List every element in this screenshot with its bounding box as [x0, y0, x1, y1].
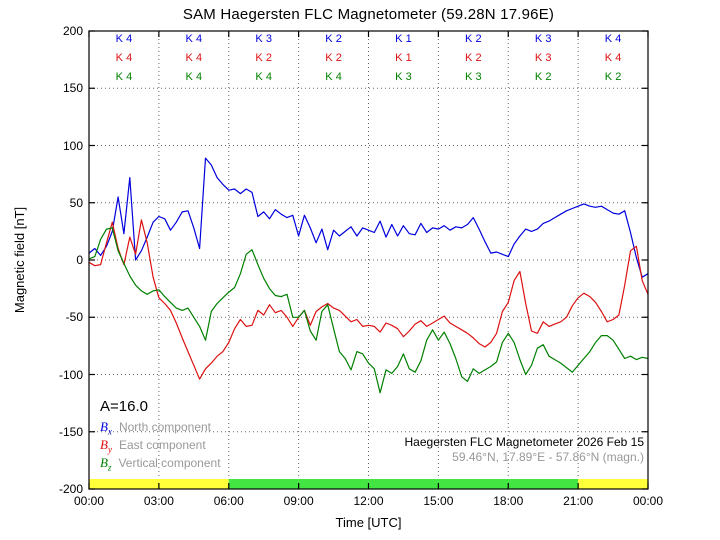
k-index-cell: K 4	[185, 33, 203, 45]
y-axis-label: Magnetic field [nT]	[12, 206, 27, 314]
legend-label-bx: North component	[118, 420, 212, 434]
k-index-cell: K 4	[255, 71, 272, 83]
chart-title: SAM Haegersten FLC Magnetometer (59.28N …	[182, 6, 555, 23]
k-index-cell: K 2	[534, 71, 552, 83]
legend: Bx North component By East component Bz Ver…	[100, 419, 221, 473]
y-tick-label: 0	[76, 253, 83, 267]
legend-item-bx: Bx North component	[100, 419, 221, 437]
k-index-cell: K 3	[395, 71, 412, 83]
y-tick-label: 50	[69, 195, 83, 210]
k-index-cell: K 3	[534, 52, 552, 64]
activity-bar-segment	[578, 479, 648, 489]
x-tick-label: 21:00	[563, 494, 594, 508]
x-tick-label: 03:00	[143, 494, 174, 508]
k-index-cell: K 3	[255, 33, 272, 45]
x-tick-label: 12:00	[353, 494, 384, 508]
k-index-cell: K 4	[185, 52, 203, 64]
k-index-cell: K 4	[115, 33, 133, 45]
a-index-value: A=16.0	[100, 398, 148, 415]
x-tick-label: 06:00	[213, 494, 244, 508]
k-index-cell: K 4	[115, 52, 133, 64]
k-index-cell: K 2	[325, 52, 342, 64]
bx-trace	[88, 157, 649, 278]
y-tick-label: 150	[62, 81, 83, 96]
k-index-cell: K 4	[325, 71, 342, 83]
k-index-cell: K 4	[604, 52, 622, 64]
bz-symbol: Bz	[100, 455, 112, 473]
k-index-cell: K 2	[604, 71, 622, 83]
station-info: Haegersten FLC Magnetometer 2026 Feb 15 …	[405, 435, 644, 465]
k-index-cell: K 4	[115, 71, 133, 83]
x-axis-label: Time [UTC]	[335, 515, 402, 530]
y-tick-label: -100	[58, 367, 83, 382]
x-tick-label: 09:00	[283, 494, 314, 508]
x-tick-label: 00:00	[73, 494, 105, 508]
legend-label-by: East component	[118, 438, 206, 452]
by-symbol: By	[100, 437, 112, 455]
y-tick-label: 200	[62, 24, 83, 38]
station-title: Haegersten FLC Magnetometer 2026 Feb 15	[404, 435, 644, 449]
y-tick-label: -200	[58, 482, 83, 496]
legend-label-bz: Vertical component	[118, 456, 221, 470]
k-index-cell: K 2	[465, 52, 482, 64]
y-tick-label: -150	[58, 424, 83, 439]
y-tick-label: -50	[65, 310, 83, 325]
k-index-cell: K 4	[185, 71, 203, 83]
x-tick-label: 15:00	[423, 494, 454, 508]
k-index-cell: K 2	[325, 33, 342, 45]
y-tick-label: 100	[62, 138, 83, 153]
x-tick-label: 18:00	[493, 494, 524, 508]
x-tick-label: 00:00	[632, 494, 664, 508]
k-index-cell: K 4	[604, 33, 622, 45]
k-index-cell: K 2	[465, 33, 482, 45]
k-index-cell: K 1	[395, 33, 412, 45]
bz-trace	[88, 227, 649, 394]
station-coordinates: 59.46°N, 17.89°E - 57.86°N (magn.)	[452, 450, 644, 464]
bx-symbol: Bx	[100, 419, 112, 437]
k-index-cell: K 3	[534, 33, 552, 45]
activity-bar-segment	[89, 479, 229, 489]
legend-item-bz: Bz Vertical component	[100, 455, 221, 473]
by-trace	[88, 219, 649, 380]
legend-item-by: By East component	[100, 437, 221, 455]
k-index-cell: K 3	[465, 71, 482, 83]
k-index-cell: K 2	[255, 52, 272, 64]
activity-bar-segment	[228, 479, 579, 489]
k-index-cell: K 1	[395, 52, 412, 64]
